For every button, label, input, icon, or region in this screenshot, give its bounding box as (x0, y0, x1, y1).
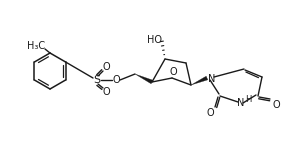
Text: O: O (206, 108, 214, 118)
Text: O: O (102, 62, 110, 72)
Polygon shape (135, 74, 153, 84)
Text: O: O (272, 100, 280, 110)
Text: O: O (169, 67, 177, 77)
Text: N: N (208, 74, 216, 84)
Text: O: O (102, 87, 110, 97)
Text: N: N (237, 98, 245, 108)
Polygon shape (191, 76, 208, 85)
Text: HO: HO (147, 35, 162, 45)
Text: H₃C: H₃C (27, 41, 45, 51)
Text: H: H (245, 95, 251, 104)
Text: S: S (93, 75, 101, 85)
Text: O: O (112, 75, 120, 85)
